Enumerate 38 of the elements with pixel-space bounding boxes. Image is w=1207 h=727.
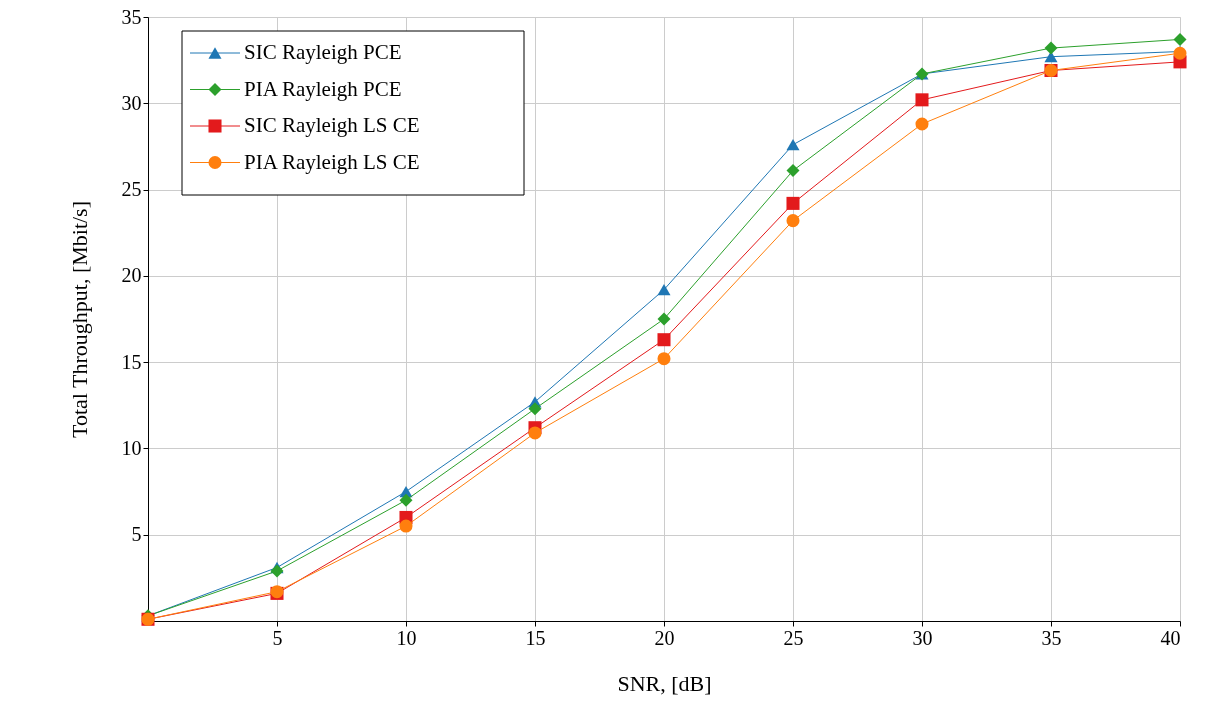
point [657, 352, 671, 366]
point [657, 312, 671, 326]
point [786, 139, 800, 151]
legend-label: SIC Rayleigh PCE [244, 40, 402, 64]
y-tick-label: 30 [121, 91, 142, 114]
y-tick-label: 25 [121, 178, 142, 201]
point [786, 214, 800, 228]
point [915, 93, 929, 107]
legend-label: PIA Rayleigh LS CE [244, 149, 420, 174]
x-tick-label: 25 [783, 626, 804, 649]
point [915, 117, 929, 131]
y-axis-title: Total Throughput, [Mbit/s] [66, 201, 92, 438]
point [657, 333, 671, 347]
y-tick-label: 35 [121, 5, 142, 28]
y-tick-label: 10 [121, 436, 142, 459]
point [1173, 32, 1187, 46]
point [786, 196, 800, 210]
y-tick-label: 5 [131, 523, 142, 546]
x-tick-label: 30 [912, 626, 933, 649]
x-tick-label: 40 [1160, 626, 1181, 649]
point [657, 284, 671, 296]
point [528, 426, 542, 440]
x-tick-label: 5 [272, 626, 283, 649]
point [786, 164, 800, 178]
x-tick-label: 20 [654, 626, 675, 649]
y-tick-label: 15 [121, 350, 142, 373]
point [528, 402, 542, 416]
point [1044, 41, 1058, 55]
x-tick-label: 10 [396, 626, 417, 649]
legend-label: PIA Rayleigh PCE [244, 76, 402, 101]
point [399, 519, 413, 533]
legend-label: SIC Rayleigh LS CE [244, 113, 420, 137]
x-tick-label: 15 [525, 626, 546, 649]
x-axis-title: SNR, [dB] [617, 670, 712, 696]
point [270, 564, 284, 578]
x-tick-label: 35 [1041, 626, 1062, 649]
y-tick-label: 20 [121, 264, 142, 287]
point [399, 493, 413, 507]
